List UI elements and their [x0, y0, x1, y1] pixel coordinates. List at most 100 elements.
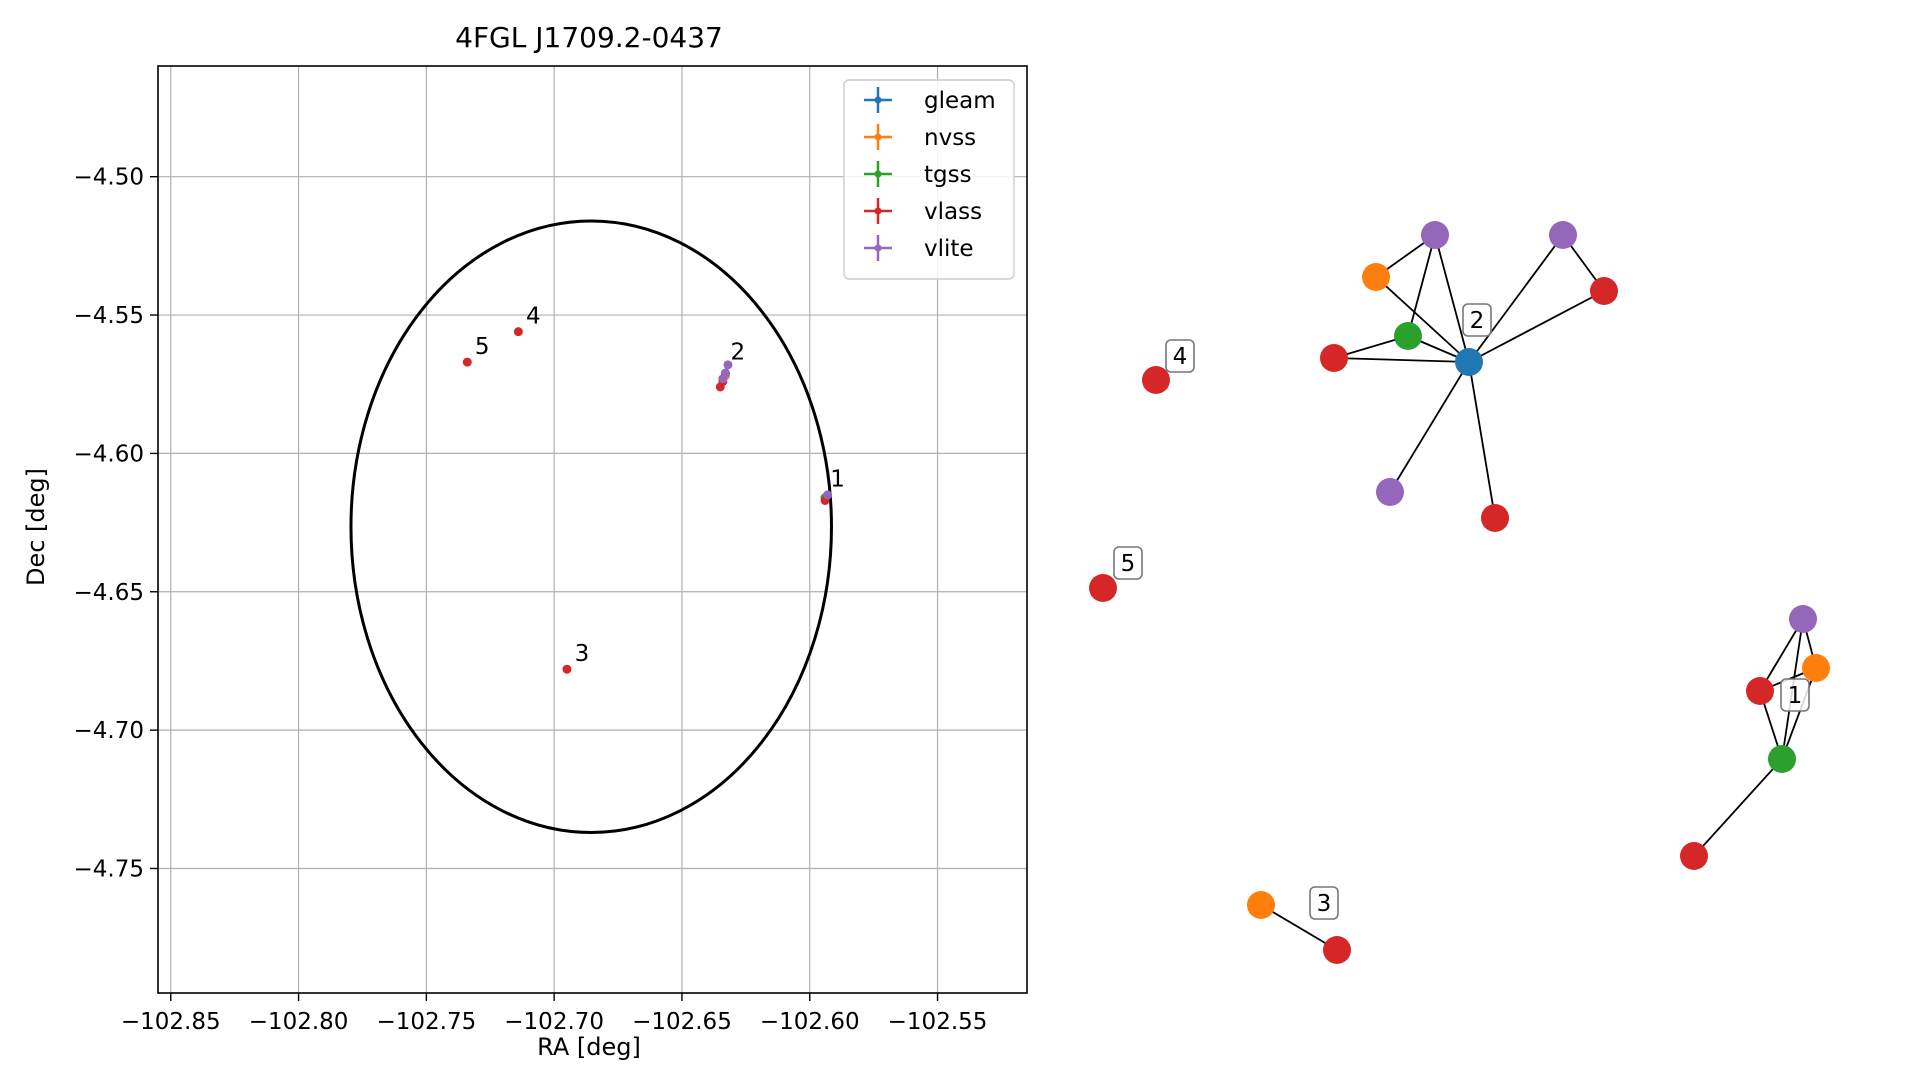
- legend-label: vlass: [924, 199, 982, 225]
- network-labels: 1 2 3 4 5: [1113, 303, 1810, 920]
- y-tick-label: −4.65: [74, 580, 144, 606]
- network-node-nvss: [1802, 654, 1830, 682]
- network-edge: [1781, 667, 1817, 760]
- x-axis-label: RA [deg]: [537, 1033, 641, 1061]
- legend-marker-dot: [874, 170, 882, 178]
- network-graph-panel: 1 2 3 4 5: [1089, 221, 1830, 964]
- x-axis-ticks: −102.85 −102.80 −102.75 −102.70 −102.65 −102.…: [121, 993, 988, 1035]
- y-tick-label: −4.60: [74, 441, 144, 467]
- network-node-nvss: [1362, 263, 1390, 291]
- y-tick-label: −4.50: [74, 165, 144, 191]
- plot-frame: [157, 65, 1028, 994]
- network-edge: [1468, 361, 1496, 519]
- network-edge: [1260, 904, 1338, 951]
- network-label-box: [1165, 339, 1195, 373]
- x-tick-label: −102.65: [632, 1009, 732, 1035]
- network-label-box: [1309, 886, 1339, 920]
- network-node-vlass: [1320, 344, 1348, 372]
- network-node-vlass: [1481, 504, 1509, 532]
- legend-marker-dot: [874, 133, 882, 141]
- network-node-vlite: [1421, 221, 1449, 249]
- network-node-vlite: [1789, 605, 1817, 633]
- legend-label: gleam: [924, 88, 996, 114]
- legend-marker-dot: [874, 207, 882, 215]
- point-vlite: [723, 360, 733, 370]
- annotation-label: 5: [475, 334, 490, 360]
- network-label-box: [1780, 678, 1810, 712]
- network-label-text: 5: [1121, 551, 1136, 577]
- annotation-label: 4: [526, 303, 541, 329]
- legend-label: vlite: [924, 236, 974, 262]
- x-tick-label: −102.80: [249, 1009, 349, 1035]
- network-node-nvss: [1247, 891, 1275, 919]
- network-label-text: 1: [1788, 683, 1803, 709]
- network-node-vlass: [1323, 936, 1351, 964]
- network-edge: [1407, 234, 1436, 337]
- annotation-label: 2: [731, 339, 746, 365]
- x-tick-label: −102.55: [888, 1009, 988, 1035]
- network-node-tgss: [1394, 322, 1422, 350]
- network-edge: [1389, 361, 1470, 493]
- annotation-label: 3: [575, 641, 590, 667]
- y-tick-label: −4.70: [74, 718, 144, 744]
- legend-item-vlass: vlass: [864, 198, 982, 225]
- network-node-vlite: [1549, 221, 1577, 249]
- network-node-vlass: [1590, 277, 1618, 305]
- x-tick-label: −102.70: [504, 1009, 604, 1035]
- y-tick-label: −4.55: [74, 303, 144, 329]
- point-vlite: [718, 374, 728, 384]
- network-label: 5: [1113, 546, 1143, 580]
- network-node-vlite: [1376, 478, 1404, 506]
- x-tick-label: −102.85: [121, 1009, 221, 1035]
- point-vlass: [462, 357, 472, 367]
- network-edge: [1468, 234, 1564, 363]
- network-label: 1: [1780, 678, 1810, 712]
- network-label-box: [1462, 303, 1492, 337]
- legend-item-tgss: tgss: [864, 161, 972, 188]
- y-axis-ticks: −4.50 −4.55 −4.60 −4.65 −4.70 −4.75: [74, 165, 158, 882]
- network-label: 2: [1462, 303, 1492, 337]
- legend-item-vlite: vlite: [864, 235, 974, 262]
- point-vlite: [823, 490, 833, 500]
- network-edge: [1375, 276, 1470, 363]
- y-tick-label: −4.75: [74, 856, 144, 882]
- network-label-text: 4: [1173, 344, 1188, 370]
- point-vlass: [715, 382, 725, 392]
- network-label-text: 2: [1470, 308, 1485, 334]
- network-node-vlass: [1142, 366, 1170, 394]
- point-vlass: [562, 664, 572, 674]
- network-label-box: [1113, 546, 1143, 580]
- legend: gleam nvss tgss vlass vlite: [843, 79, 1015, 280]
- network-edge: [1468, 290, 1605, 363]
- legend-box: [843, 79, 1015, 280]
- error-ellipse: [349, 219, 833, 835]
- network-edge: [1693, 758, 1783, 857]
- annotation-label: 1: [830, 467, 845, 493]
- network-label-text: 3: [1317, 891, 1332, 917]
- x-tick-label: −102.75: [376, 1009, 476, 1035]
- point-annotations: 1 2 3 4 5: [475, 303, 845, 667]
- network-label: 3: [1309, 886, 1339, 920]
- uncertainty-ellipse: [349, 219, 833, 835]
- legend-label: nvss: [924, 125, 976, 151]
- network-node-tgss: [1768, 745, 1796, 773]
- source-points: [462, 327, 833, 674]
- legend-marker-dot: [874, 244, 882, 252]
- network-node-gleam: [1455, 348, 1483, 376]
- network-node-vlass: [1746, 677, 1774, 705]
- legend-item-nvss: nvss: [864, 124, 976, 151]
- network-nodes: [1089, 221, 1830, 964]
- network-node-vlass: [1680, 842, 1708, 870]
- chart-title: 4FGL J1709.2-0437: [455, 21, 723, 54]
- point-vlass: [513, 327, 523, 337]
- legend-label: tgss: [924, 162, 972, 188]
- legend-marker-dot: [874, 96, 882, 104]
- network-edge: [1434, 234, 1470, 363]
- network-node-vlass: [1089, 574, 1117, 602]
- x-tick-label: −102.60: [760, 1009, 860, 1035]
- y-axis-label: Dec [deg]: [22, 468, 50, 586]
- network-label: 4: [1165, 339, 1195, 373]
- legend-item-gleam: gleam: [864, 87, 996, 114]
